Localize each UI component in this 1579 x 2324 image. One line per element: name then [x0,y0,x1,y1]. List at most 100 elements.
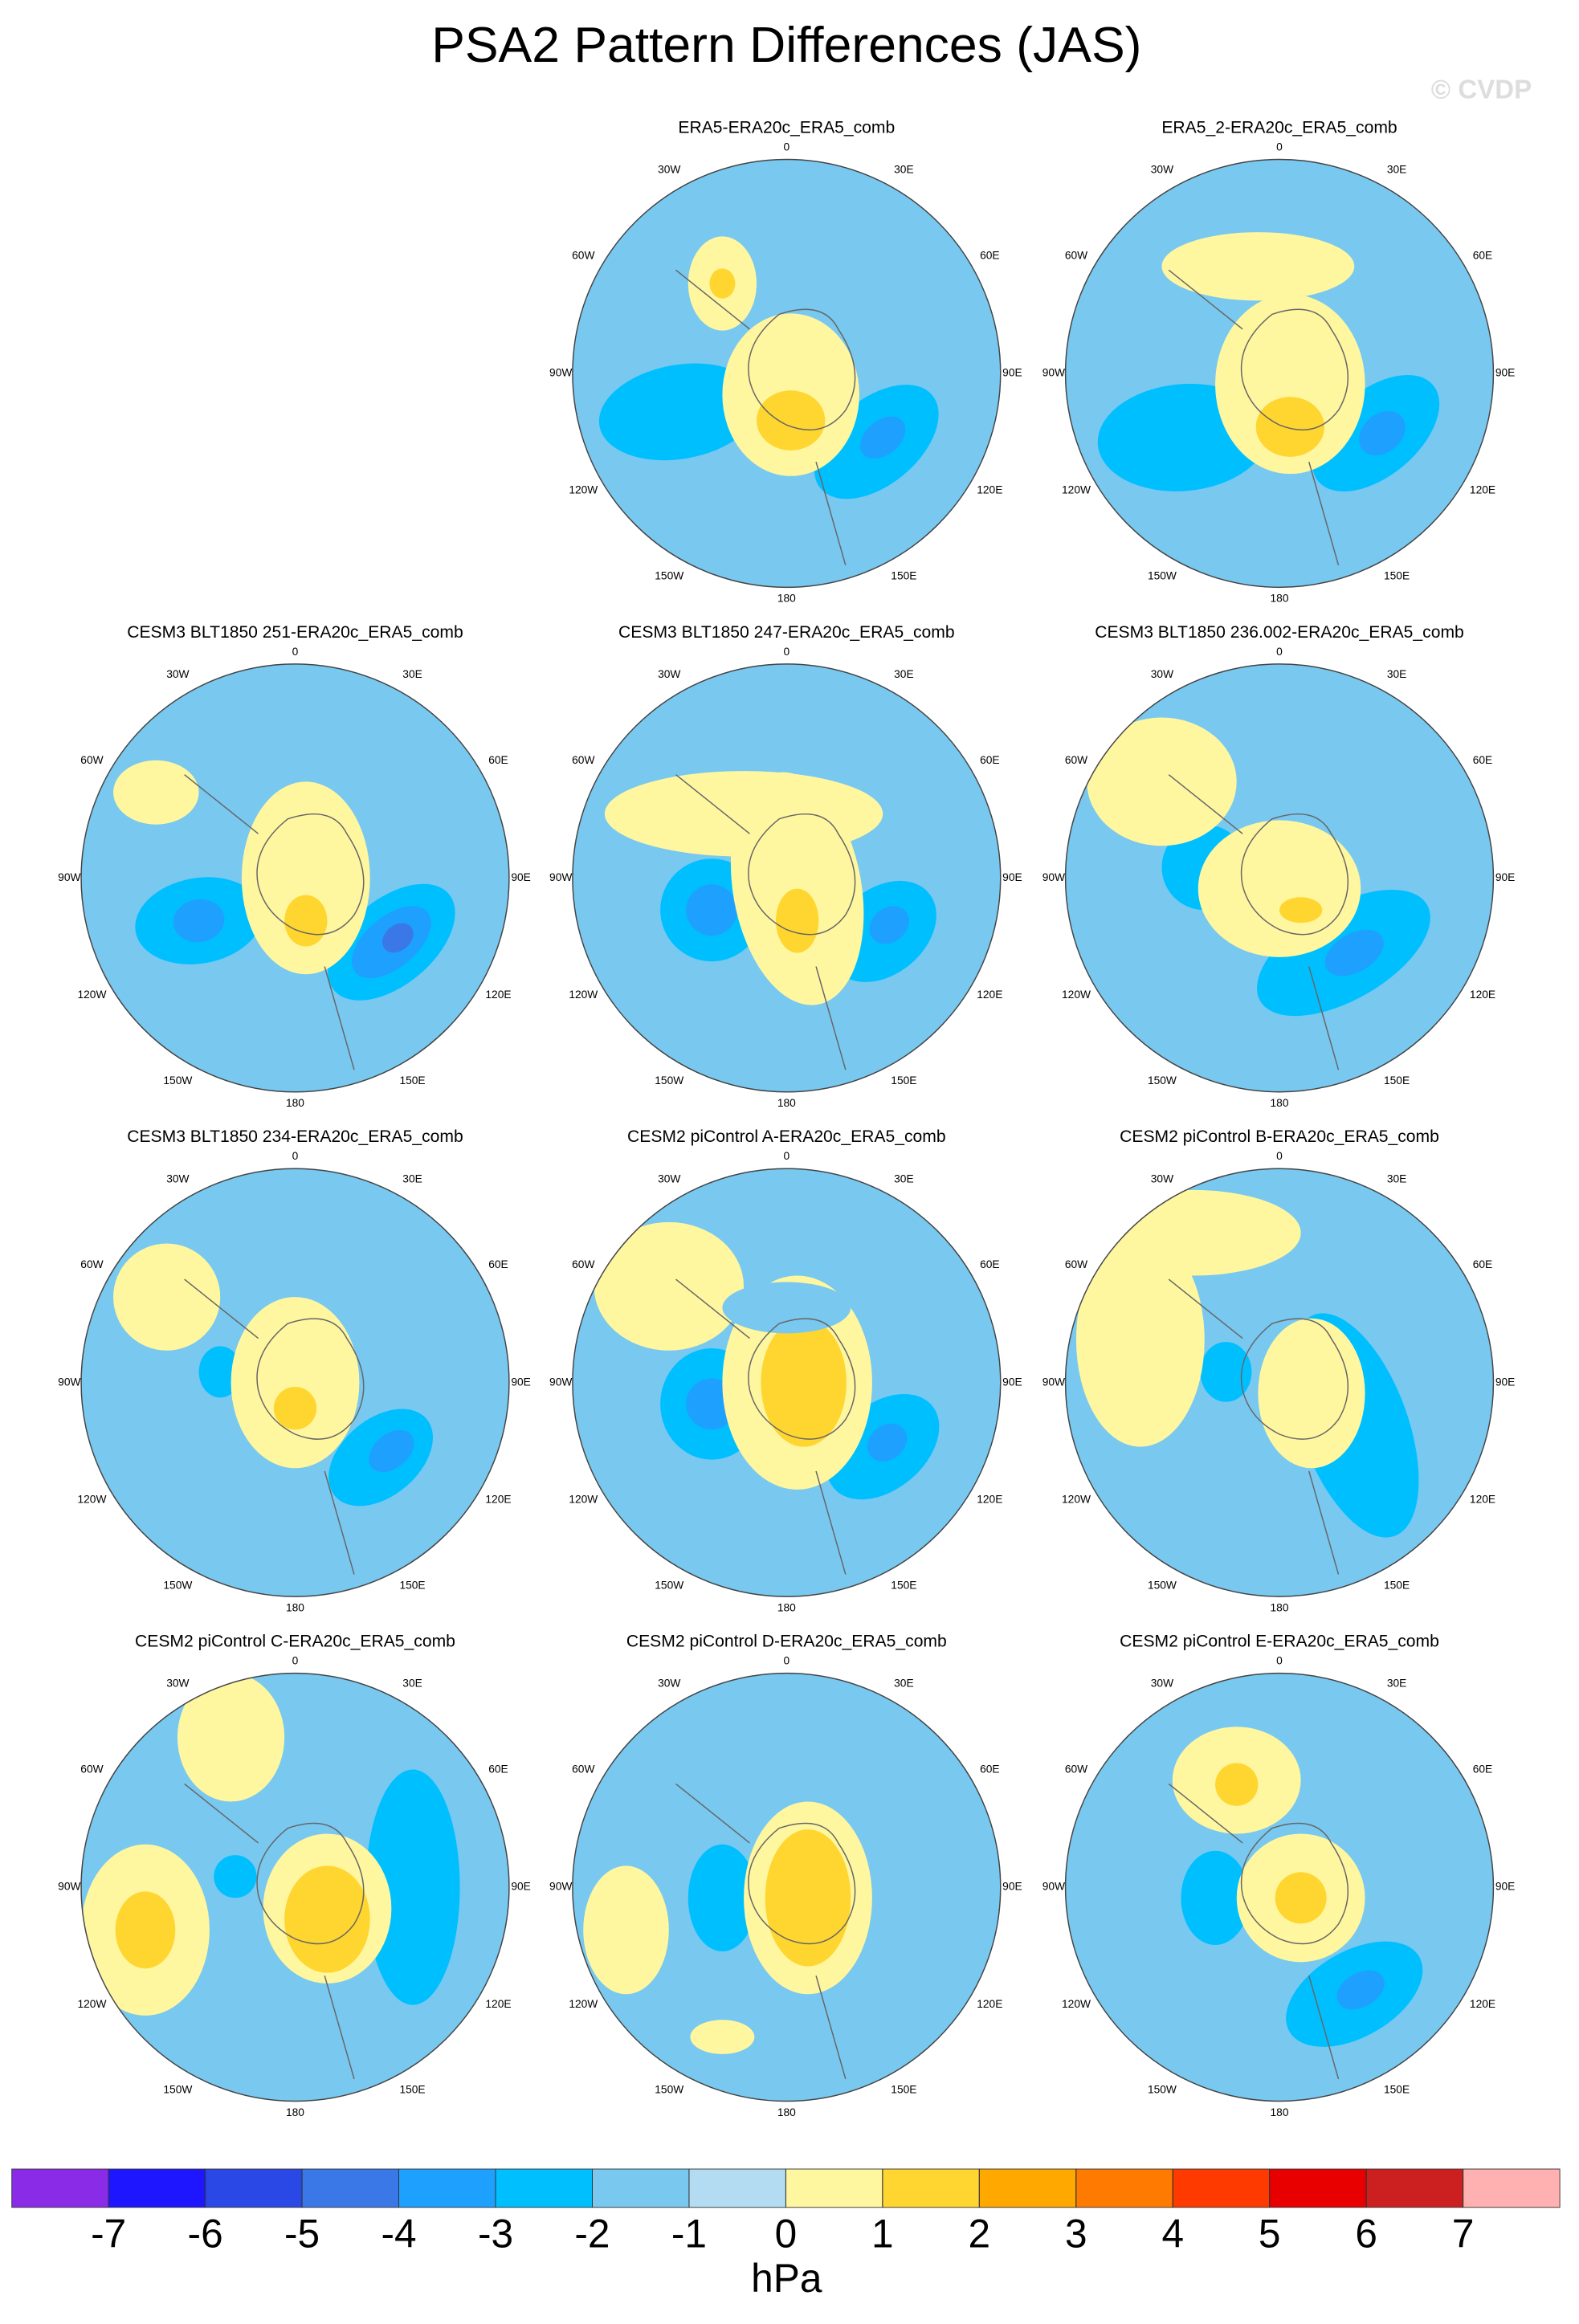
longitude-label: 60E [488,1763,508,1776]
longitude-label: 90E [1495,1376,1516,1388]
coastline [1168,1783,1349,2080]
map-panel [1065,1168,1494,1597]
contour-fill [1358,410,1406,456]
contour-fill [382,923,414,953]
longitude-label: 0 [292,1655,299,1667]
contour-fill [687,1844,757,1951]
contour-fill [604,771,883,857]
longitude-label: 60E [980,754,999,766]
colorbar-tick-label: 5 [1259,2212,1281,2257]
longitude-label: 90W [1042,367,1065,379]
contour-fill [1087,717,1237,846]
longitude-label: 60W [1065,1763,1087,1776]
map-border [572,663,1002,1093]
contour-fill [1181,1850,1250,1946]
longitude-label: 60W [572,754,594,766]
longitude-label: 120E [977,1493,1002,1505]
longitude-label: 90E [511,871,531,883]
contour-fill [231,1297,360,1469]
longitude-label: 30E [1387,1678,1407,1690]
coastline [184,774,365,1070]
colorbar-box [882,2168,980,2208]
contour-fill [177,1673,285,1802]
longitude-label: 120E [1470,1998,1495,2010]
colorbar-tick-label: 7 [1452,2212,1475,2257]
longitude-label: 30W [166,1172,189,1184]
longitude-label: 0 [292,646,299,658]
longitude-label: 90E [1495,1881,1516,1893]
colorbar-tick-label: 6 [1355,2212,1377,2257]
longitude-label: 30W [658,1172,680,1184]
longitude-label: 90E [511,1376,531,1388]
longitude-label: 90W [58,871,80,883]
colorbar-tick-label: -6 [188,2212,223,2257]
map-panel [81,1673,509,2102]
contour-fill [1258,1318,1365,1469]
longitude-label: 90W [1042,871,1065,883]
contour-fill [709,268,736,299]
longitude-label: 90E [1495,367,1516,379]
longitude-label: 150E [1384,1579,1410,1591]
contour-fill [1075,1233,1205,1447]
panel-title: CESM3 BLT1850 247-ERA20c_ERA5_comb [618,623,955,642]
longitude-label: 150W [1148,1579,1177,1591]
longitude-label: 150W [655,1074,683,1087]
longitude-label: 180 [1271,2106,1289,2118]
longitude-label: 180 [286,1097,304,1109]
contour-fill [1161,232,1355,301]
map-panel [572,1673,1001,2102]
contour-fill [1336,1970,1385,2010]
longitude-label: 180 [1271,1097,1289,1109]
longitude-label: 120W [1062,989,1091,1001]
contour-fill [1087,1189,1301,1276]
contour-fill [1324,929,1384,976]
map-border [1064,663,1495,1093]
longitude-label: 150W [1148,570,1177,582]
longitude-label: 30E [1387,1172,1407,1184]
longitude-label: 180 [1271,593,1289,605]
longitude-label: 90W [549,367,572,379]
contour-fill [273,1387,317,1430]
longitude-label: 30W [1151,1172,1173,1184]
longitude-label: 120W [569,1998,598,2010]
map-border [80,1672,510,2102]
longitude-label: 120W [77,989,106,1001]
map-panel [81,663,509,1092]
longitude-label: 0 [1276,141,1283,153]
longitude-label: 0 [1276,1655,1283,1667]
longitude-label: 120E [1470,1493,1495,1505]
longitude-label: 0 [783,141,790,153]
longitude-label: 180 [1271,1601,1289,1613]
coastline [184,1278,365,1575]
longitude-label: 90E [1002,1376,1022,1388]
longitude-label: 60E [1473,1763,1493,1776]
longitude-label: 0 [292,1150,299,1162]
longitude-label: 120E [1470,484,1495,496]
contour-fill [1200,1342,1252,1402]
panel-title: CESM3 BLT1850 234-ERA20c_ERA5_comb [127,1127,463,1146]
map-border [572,1168,1002,1597]
longitude-label: 60W [572,1258,594,1270]
longitude-label: 120W [77,1493,106,1505]
contour-fill [686,884,738,936]
coastline [675,1278,856,1575]
longitude-label: 30E [894,668,914,680]
colorbar-box [688,2168,786,2208]
longitude-label: 30W [1151,668,1173,680]
longitude-label: 120E [977,1998,1002,2010]
longitude-label: 0 [1276,646,1283,658]
contour-fill [867,1423,908,1462]
longitude-label: 90W [549,871,572,883]
longitude-label: 0 [783,1150,790,1162]
panel-title: CESM3 BLT1850 236.002-ERA20c_ERA5_comb [1095,623,1464,642]
longitude-label: 0 [783,1655,790,1667]
longitude-label: 60E [1473,249,1493,261]
figure-title: PSA2 Pattern Differences (JAS) [431,17,1141,73]
longitude-label: 90W [1042,1881,1065,1893]
longitude-label: 180 [777,593,796,605]
contour-fill [214,1855,257,1898]
colorbar-tick-label: -5 [284,2212,320,2257]
colorbar-box [301,2168,400,2208]
longitude-label: 30W [166,1678,189,1690]
